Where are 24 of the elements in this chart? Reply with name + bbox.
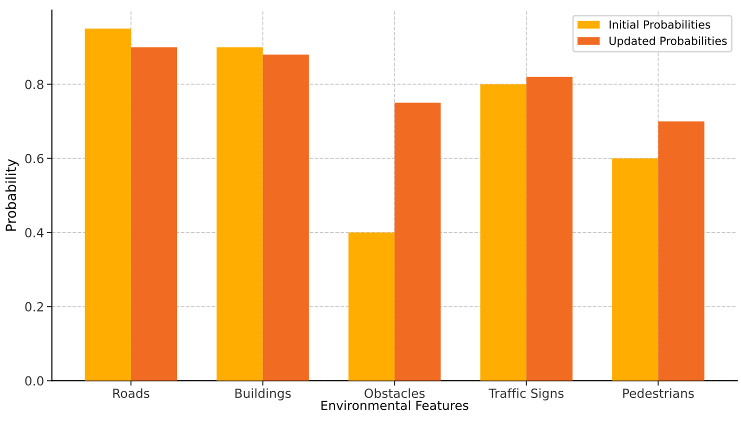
y-tick-label: 0.2 <box>25 302 43 312</box>
x-tick-label: Pedestrians <box>623 388 694 398</box>
legend-label: Initial Probabilities <box>610 20 710 29</box>
bar <box>262 54 309 381</box>
y-tick-label: 0.0 <box>25 376 44 386</box>
y-axis-title: Probability <box>5 159 19 231</box>
bar <box>348 232 395 381</box>
bar <box>216 47 263 381</box>
legend-label: Updated Probabilities <box>610 36 727 48</box>
x-tick-label: Buildings <box>235 388 291 400</box>
y-tick-label: 0.8 <box>25 80 44 90</box>
y-tick-label: 0.6 <box>25 154 44 164</box>
x-tick-label: Traffic Signs <box>488 388 564 400</box>
bar <box>480 84 526 381</box>
bar <box>394 102 441 381</box>
x-tick-label: Roads <box>113 388 150 398</box>
bar <box>612 158 658 381</box>
bar <box>526 76 573 381</box>
y-tick-label: 0.4 <box>25 228 44 238</box>
bar <box>130 47 178 381</box>
x-axis-title: Environmental Features <box>321 400 468 410</box>
bar <box>84 28 131 381</box>
x-tick-label: Obstacles <box>364 388 425 398</box>
bar <box>658 121 704 381</box>
